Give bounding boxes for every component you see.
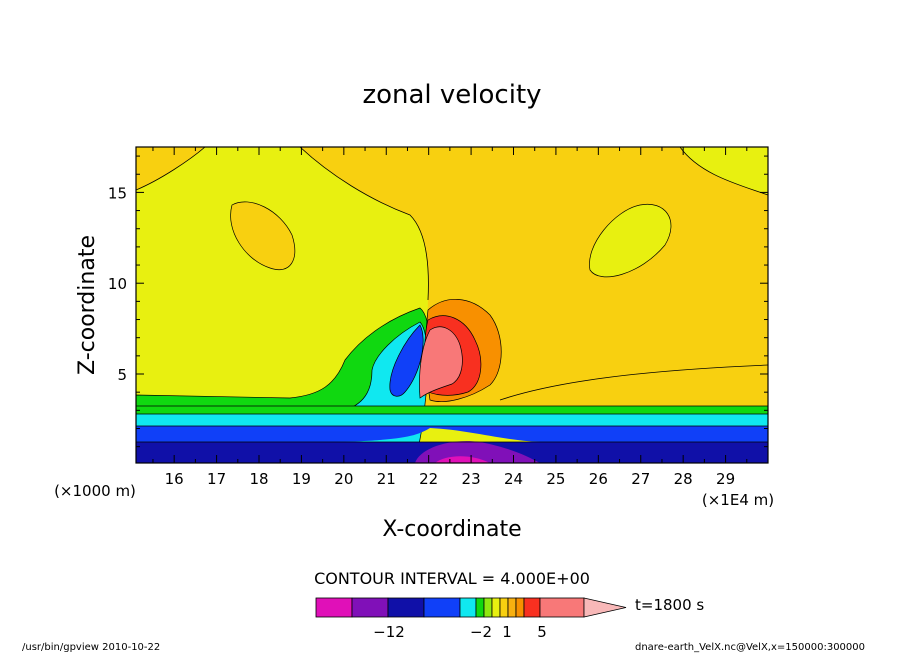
colorbar-segment <box>387 597 425 618</box>
x-tick-label: 20 <box>334 470 353 488</box>
colorbar-segment <box>351 597 389 618</box>
x-unit-note: (×1E4 m) <box>702 491 774 509</box>
colorbar-tick-label: 5 <box>537 623 547 641</box>
x-tick-label: 24 <box>504 470 523 488</box>
y-tick-label: 5 <box>117 366 127 384</box>
field-upper-center-orange <box>300 147 440 205</box>
colorbar <box>315 597 627 618</box>
footer-right: dnare-earth_VelX.nc@VelX,x=150000:300000 <box>635 642 865 653</box>
x-tick-label: 16 <box>165 470 184 488</box>
colorbar-segment <box>515 597 525 618</box>
colorbar-tick-label: 1 <box>502 623 512 641</box>
contour-interval: CONTOUR INTERVAL = 4.000E+00 <box>314 569 590 588</box>
plot-frame <box>135 146 769 464</box>
x-tick-label: 17 <box>207 470 226 488</box>
colorbar-segment <box>491 597 501 618</box>
field-layer-green <box>136 406 768 414</box>
x-tick-label: 22 <box>419 470 438 488</box>
x-axis-label: X-coordinate <box>382 517 521 542</box>
x-tick-label: 25 <box>546 470 565 488</box>
x-tick-label: 21 <box>377 470 396 488</box>
x-axis-ticks: 16 17 18 19 20 21 22 23 24 25 26 27 28 29 <box>152 147 748 488</box>
colorbar-segment <box>507 597 517 618</box>
y-axis-label: Z-coordinate <box>75 235 100 375</box>
x-tick-label: 23 <box>462 470 481 488</box>
colorbar-segment <box>475 597 485 618</box>
x-tick-label: 29 <box>716 470 735 488</box>
contour-field <box>136 147 768 463</box>
y-tick-label: 10 <box>108 275 127 293</box>
colorbar-segment <box>315 597 353 618</box>
x-tick-label: 19 <box>292 470 311 488</box>
colorbar-segment <box>523 597 541 618</box>
time-label: t=1800 s <box>635 596 704 614</box>
field-blob-left <box>230 201 296 270</box>
field-blob-right <box>589 203 672 278</box>
colorbar-segment <box>459 597 477 618</box>
y-axis-ticks: 5 10 15 <box>108 155 768 448</box>
x-tick-label: 27 <box>631 470 650 488</box>
field-layer-blue <box>136 426 768 443</box>
colorbar-segment <box>539 597 585 618</box>
field-layer-magenta <box>435 456 490 463</box>
colorbar-tick-labels: −12 −2 1 5 <box>373 623 547 641</box>
contour-lines <box>136 147 768 443</box>
x-tick-label: 18 <box>249 470 268 488</box>
plot-area <box>135 146 769 464</box>
colorbar-segment <box>423 597 461 618</box>
x-tick-label: 28 <box>674 470 693 488</box>
x-tick-label: 26 <box>589 470 608 488</box>
colorbar-segment <box>499 597 509 618</box>
field-layer-cyan <box>136 414 768 426</box>
footer-left: /usr/bin/gpview 2010-10-22 <box>22 642 160 653</box>
y-unit-note: (×1000 m) <box>54 482 136 500</box>
field-layer-purple <box>415 441 540 463</box>
chart-title: zonal velocity <box>362 80 541 110</box>
colorbar-tick-label: −12 <box>373 623 405 641</box>
field-pos-pink <box>419 326 463 399</box>
y-tick-label: 15 <box>108 184 127 202</box>
colorbar-tick-label: −2 <box>470 623 492 641</box>
field-upper-left-corner <box>136 147 205 190</box>
colorbar-segment <box>483 597 493 618</box>
colorbar-extension <box>583 597 627 618</box>
